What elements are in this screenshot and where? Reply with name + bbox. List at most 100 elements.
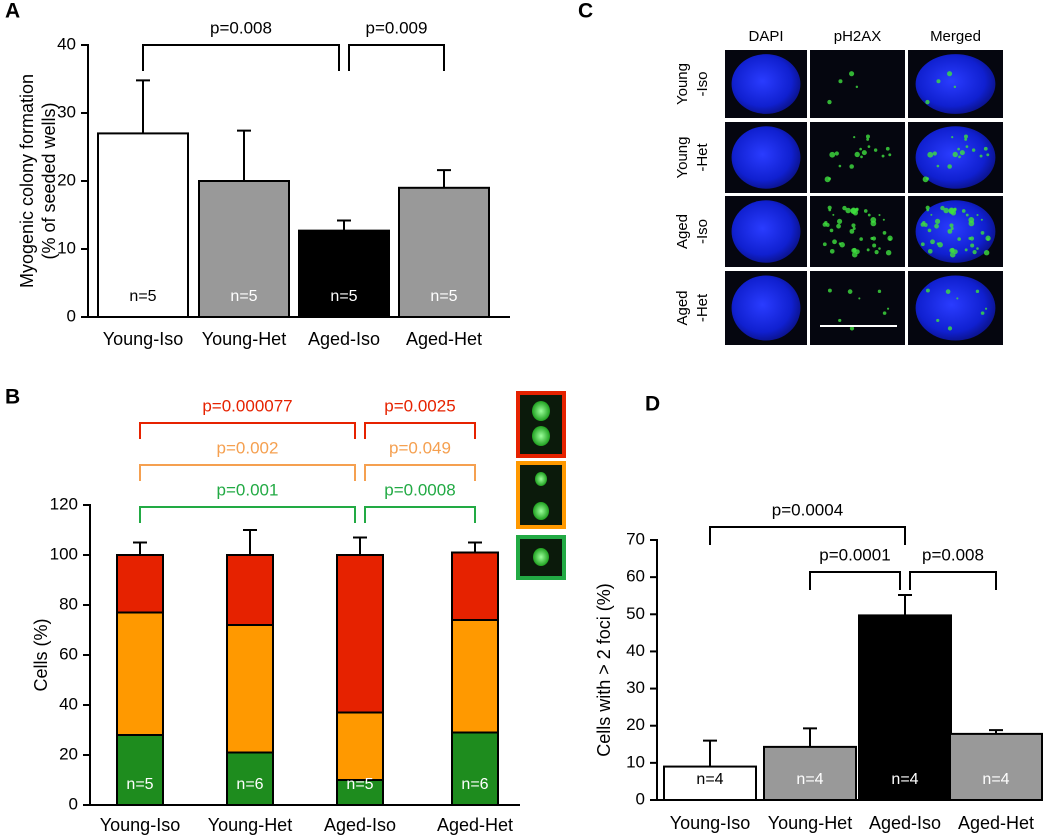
focus: [932, 151, 937, 156]
p-value: p=0.009: [366, 18, 428, 37]
p-value: p=0.001: [217, 480, 279, 499]
focus: [836, 223, 841, 229]
y-tick-label: 20: [57, 170, 76, 189]
y-axis-label: Myogenic colony formation: [17, 74, 37, 288]
focus: [829, 249, 835, 254]
p-value: p=0.0001: [819, 545, 890, 564]
focus: [976, 213, 979, 217]
focus: [836, 218, 843, 224]
bar-segment: [116, 554, 164, 614]
nucleus: [731, 275, 801, 341]
focus: [834, 151, 839, 156]
focus: [855, 85, 859, 89]
focus: [888, 153, 892, 157]
focus: [927, 228, 932, 233]
focus: [952, 151, 958, 158]
x-tick-label: Young-Iso: [103, 329, 183, 349]
x-tick-label: Aged-Het: [406, 329, 482, 349]
focus: [943, 207, 949, 214]
focus: [878, 213, 881, 217]
focus: [983, 146, 988, 151]
focus: [827, 288, 832, 293]
n-label: n=5: [330, 288, 357, 305]
error-bar: [243, 529, 257, 555]
focus: [945, 289, 951, 294]
y-axis-label: Cells with > 2 foci (%): [594, 583, 614, 757]
focus: [854, 151, 860, 158]
significance-bracket: [364, 464, 476, 481]
focus: [980, 231, 985, 235]
focus: [870, 220, 877, 227]
n-label: n=4: [891, 771, 918, 788]
focus: [947, 326, 953, 331]
bar-segment: [336, 711, 384, 781]
focus: [951, 136, 954, 139]
focus: [937, 242, 943, 248]
focus: [965, 145, 969, 148]
panel-letter: C: [578, 0, 593, 23]
focus: [965, 213, 969, 217]
focus: [950, 226, 954, 231]
micrograph: [810, 271, 905, 345]
x-tick-label: Young-Het: [768, 813, 852, 833]
focus: [953, 85, 957, 89]
focus: [940, 205, 945, 211]
error-bar: [353, 536, 367, 555]
y-tick-label: 40: [59, 694, 78, 713]
focus: [961, 209, 966, 213]
panel-letter: B: [5, 386, 20, 409]
focus: [847, 289, 853, 294]
n-label: n=6: [236, 776, 263, 793]
y-tick-label: 20: [59, 744, 78, 763]
focus: [934, 218, 941, 224]
focus: [958, 155, 961, 159]
error-bar: [468, 541, 482, 553]
focus: [829, 151, 836, 158]
nucleus: [915, 200, 996, 263]
y-tick-label: 20: [626, 715, 645, 734]
focus: [850, 207, 857, 214]
nucleus: [915, 126, 996, 189]
significance-bracket: [139, 464, 356, 481]
focus: [886, 307, 890, 310]
focus: [882, 311, 887, 315]
bar-segment: [226, 624, 274, 754]
row-label: -Het: [694, 293, 711, 322]
focus: [934, 223, 939, 229]
x-tick-label: Aged-Het: [958, 813, 1034, 833]
focus: [930, 213, 933, 216]
column-header: Merged: [930, 28, 981, 45]
focus: [874, 250, 879, 255]
row-label: Aged: [674, 214, 691, 249]
bar-segment: [451, 619, 499, 734]
error-bar: [337, 219, 351, 231]
row-label: -Het: [694, 143, 711, 172]
bar-segment: [116, 734, 164, 806]
bar-segment: [336, 554, 384, 714]
y-tick-label: 50: [626, 604, 645, 623]
p-value: p=0.0004: [772, 500, 843, 519]
bar-segment: [116, 611, 164, 736]
inset-dot: [533, 548, 549, 566]
y-tick-label: 40: [57, 34, 76, 53]
bar-segment: [451, 731, 499, 806]
focus: [947, 71, 953, 77]
focus: [964, 248, 968, 252]
nucleus: [731, 54, 801, 114]
focus: [825, 223, 830, 227]
focus: [948, 207, 955, 214]
focus: [976, 247, 979, 250]
n-label: n=4: [982, 771, 1009, 788]
row-label: -Iso: [694, 71, 711, 96]
focus: [925, 205, 930, 210]
nucleus: [915, 275, 996, 341]
n-label: n=4: [796, 771, 823, 788]
focus: [860, 155, 863, 159]
focus: [828, 177, 832, 181]
n-label: n=5: [430, 288, 457, 305]
y-tick-label: 0: [69, 794, 78, 813]
error-bar: [898, 593, 912, 616]
focus: [858, 297, 861, 300]
significance-bracket: [142, 44, 340, 71]
